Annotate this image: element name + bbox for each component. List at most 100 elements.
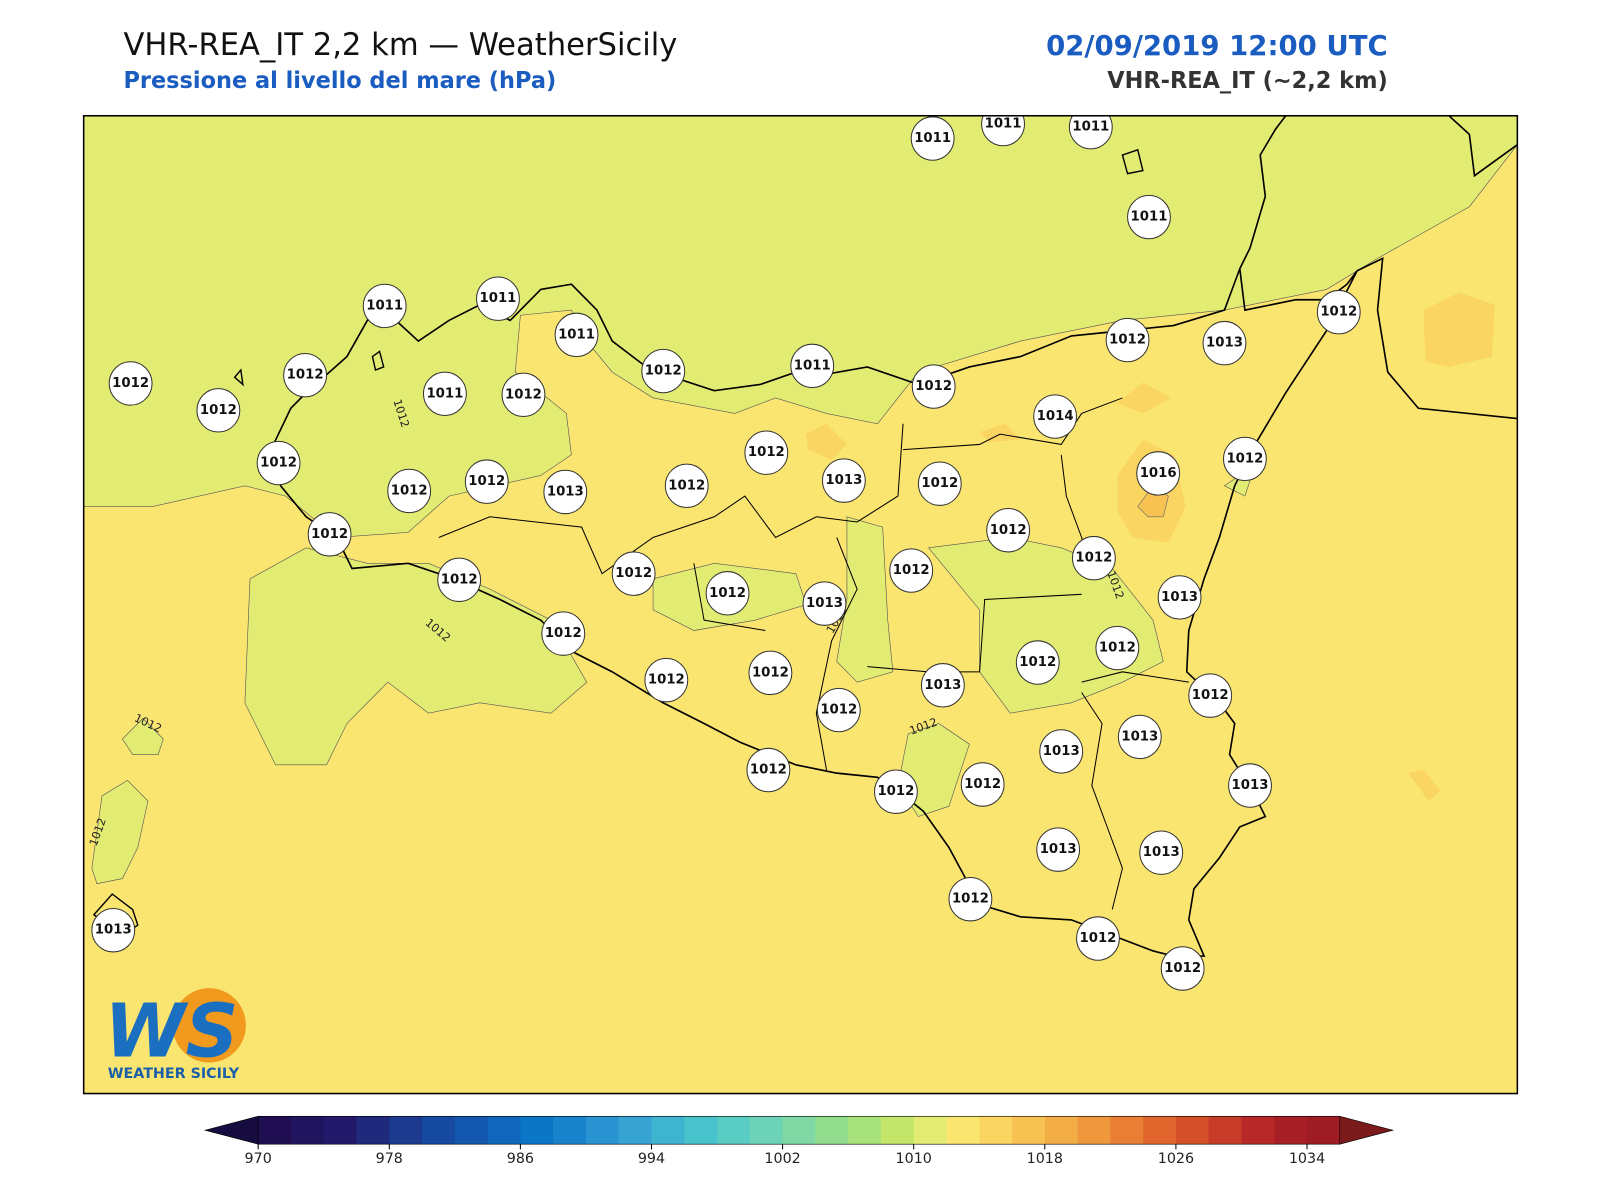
- station-marker: [1136, 451, 1181, 496]
- station: 1012: [464, 459, 509, 504]
- station: 1012: [387, 468, 432, 514]
- station: 1013: [1202, 320, 1247, 366]
- colorbar-bin: [1307, 1116, 1341, 1145]
- station-value: 1016: [1140, 466, 1177, 481]
- station-marker: [1202, 320, 1247, 366]
- station-marker: [554, 312, 599, 358]
- station-value: 1012: [200, 403, 237, 418]
- colorbar-bin: [1110, 1116, 1144, 1145]
- station-value: 1012: [964, 777, 1001, 792]
- station: 1012: [744, 430, 789, 475]
- province-borders: [438, 397, 1189, 910]
- station-marker: [541, 611, 586, 656]
- station-value: 1012: [1099, 641, 1136, 656]
- colorbar-bin: [487, 1116, 521, 1145]
- colorbar-bin: [290, 1116, 325, 1145]
- station-value: 1011: [1072, 120, 1109, 135]
- station-value: 1011: [426, 386, 463, 401]
- station-marker: [1139, 830, 1184, 875]
- station-marker: [748, 650, 793, 696]
- station: 1012: [644, 657, 689, 703]
- station-marker: [644, 657, 689, 703]
- logo-mark: WS: [104, 988, 238, 1075]
- station-marker: [910, 116, 955, 161]
- colorbar-tick-label: 1002: [764, 1151, 800, 1167]
- station-value: 1012: [645, 364, 682, 379]
- station: 1012: [256, 440, 301, 486]
- colorbar-tick-label: 1010: [896, 1151, 932, 1167]
- map-frame: [82, 114, 1519, 1095]
- station: 1012: [437, 557, 482, 603]
- colorbar-bin: [946, 1116, 980, 1145]
- station: 1012: [307, 512, 352, 557]
- colorbar-bin: [782, 1116, 816, 1145]
- station: 1012: [986, 508, 1031, 553]
- field-high: [806, 423, 847, 460]
- station-value: 1013: [806, 596, 843, 611]
- station-value: 1011: [985, 116, 1022, 131]
- colorbar-bin: [880, 1116, 915, 1145]
- station: 1013: [1039, 729, 1084, 774]
- station-marker: [1039, 729, 1084, 774]
- station: 1012: [1316, 289, 1361, 335]
- colorbar-tick-label: 1018: [1027, 1151, 1063, 1167]
- station-marker: [790, 343, 835, 389]
- station: 1011: [981, 115, 1025, 147]
- field-high: [979, 423, 1021, 443]
- station-marker: [1095, 625, 1140, 671]
- colorbar-bin: [422, 1116, 456, 1145]
- station: 1012: [1015, 640, 1060, 685]
- colorbar-tick-label: 970: [245, 1151, 272, 1167]
- station-value: 1012: [1019, 655, 1056, 670]
- station-marker: [1033, 394, 1078, 439]
- station: 1012: [108, 361, 153, 406]
- station-value: 1012: [260, 456, 297, 471]
- station: 1012: [541, 611, 586, 656]
- station-marker: [1228, 763, 1272, 808]
- station-value: 1011: [558, 327, 595, 342]
- station-marker: [1188, 673, 1233, 718]
- station-marker: [744, 430, 789, 475]
- station-marker: [108, 361, 153, 406]
- station-value: 1013: [1043, 744, 1080, 759]
- station-marker: [920, 663, 965, 708]
- station-value: 1011: [1131, 210, 1168, 225]
- station: 1011: [362, 283, 407, 329]
- colorbar-bin: [848, 1116, 882, 1145]
- colorbar-bin: [1143, 1116, 1177, 1145]
- station-value: 1012: [750, 762, 787, 777]
- station-value: 1012: [893, 563, 930, 578]
- station-marker: [948, 877, 993, 922]
- station-value: 1013: [1143, 845, 1180, 860]
- station: 1012: [1105, 317, 1150, 363]
- station-marker: [917, 461, 962, 506]
- colorbar-bin: [323, 1116, 358, 1145]
- station-marker: [1105, 317, 1150, 363]
- station-marker: [746, 747, 791, 793]
- station-marker: [422, 371, 467, 417]
- station-value: 1013: [95, 923, 132, 938]
- colorbar-tick-label: 994: [638, 1151, 665, 1167]
- station: 1012: [873, 769, 918, 814]
- station: 1013: [1117, 714, 1162, 760]
- station-marker: [196, 388, 241, 433]
- station: 1012: [501, 372, 546, 418]
- station: 1012: [746, 747, 791, 793]
- colorbar-under: [203, 1115, 259, 1145]
- station: 1012: [748, 650, 793, 696]
- colorbar-bin: [684, 1116, 718, 1145]
- colorbar-bin: [1077, 1116, 1111, 1145]
- station-marker: [705, 571, 750, 616]
- station-marker: [1076, 916, 1120, 961]
- colorbar-bin: [979, 1116, 1013, 1145]
- station-marker: [464, 459, 509, 504]
- colorbar-tick-label: 1026: [1158, 1151, 1194, 1167]
- logo-name: WEATHER SICILY: [108, 1066, 240, 1082]
- colorbar-tick-label: 1034: [1289, 1151, 1325, 1167]
- station-marker: [641, 348, 686, 394]
- station: 1012: [1188, 673, 1233, 718]
- logo-sun: [172, 988, 246, 1063]
- map: 1012 1012 1012 1012 1012 1012 1012 1011 1011 1011…: [82, 114, 1519, 1095]
